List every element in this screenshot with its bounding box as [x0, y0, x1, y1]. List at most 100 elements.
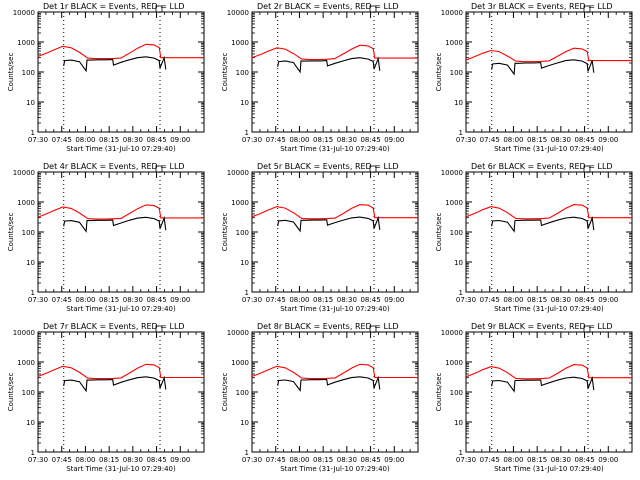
series-line-black [491, 215, 595, 233]
y-tick-label: 1 [245, 129, 249, 137]
series-line-black [63, 215, 167, 233]
x-axis-label: Start Time (31-Jul-10 07:29:40) [280, 145, 390, 153]
x-tick-label: 09:00 [384, 296, 404, 304]
series-line-black [491, 59, 595, 76]
series-line-black [277, 56, 381, 74]
x-tick-label: 07:45 [52, 136, 72, 144]
y-tick-label: 1 [245, 449, 249, 457]
y-tick-label: 100 [22, 69, 35, 77]
y-tick-label: 10000 [13, 169, 35, 177]
y-axis-label: Counts/sec [435, 53, 443, 92]
y-tick-label: 1 [245, 289, 249, 297]
x-tick-label: 08:45 [574, 456, 594, 464]
x-tick-label: 07:45 [266, 136, 286, 144]
plot-frame [251, 331, 419, 453]
x-axis-label: Start Time (31-Jul-10 07:29:40) [280, 465, 390, 473]
x-tick-label: 08:45 [574, 136, 594, 144]
series-line-red [37, 43, 204, 60]
y-tick-label: 10000 [227, 169, 249, 177]
y-tick-label: 10 [26, 99, 35, 107]
x-tick-label: 07:30 [456, 136, 476, 144]
y-tick-label: 1000 [445, 359, 463, 367]
plot-frame [37, 171, 205, 293]
y-tick-label: 1000 [445, 199, 463, 207]
series-line-red [251, 44, 418, 61]
x-tick-label: 08:30 [337, 296, 357, 304]
y-tick-label: 1 [459, 449, 463, 457]
y-axis-label: Counts/sec [435, 213, 443, 252]
x-tick-label: 08:00 [75, 456, 95, 464]
chart-title: Det 4r BLACK = Events, RED = LLD [43, 162, 185, 171]
x-tick-label: 07:45 [480, 136, 500, 144]
x-tick-label: 07:30 [28, 296, 48, 304]
x-tick-label: 08:45 [146, 456, 166, 464]
plot-frame [465, 171, 633, 293]
x-tick-label: 07:30 [242, 456, 262, 464]
y-tick-label: 10 [240, 99, 249, 107]
x-tick-label: 08:00 [289, 136, 309, 144]
chart-panel-1: 1 10 100 1000 10000 07:30 07:45 08:00 08:15 08:30… [7, 2, 205, 153]
x-tick-label: 09:00 [598, 296, 618, 304]
series-line-black [277, 215, 381, 233]
y-axis-label: Counts/sec [7, 213, 15, 252]
x-axis-label: Start Time (31-Jul-10 07:29:40) [494, 305, 604, 313]
y-tick-label: 10 [26, 259, 35, 267]
chart-title: Det 8r BLACK = Events, RED = LLD [257, 322, 399, 331]
x-tick-label: 08:00 [75, 136, 95, 144]
x-tick-label: 08:15 [527, 136, 547, 144]
y-tick-label: 1 [459, 129, 463, 137]
chart-title: Det 9r BLACK = Events, RED = LLD [471, 322, 613, 331]
x-tick-label: 09:00 [170, 296, 190, 304]
plot-frame [465, 11, 633, 133]
time-marker-box [369, 5, 377, 13]
y-axis-label: Counts/sec [7, 373, 15, 412]
chart-panel-9: 1 10 100 1000 10000 07:30 07:45 08:00 08:15 08:30… [435, 322, 633, 473]
x-tick-label: 08:30 [337, 456, 357, 464]
chart-panel-6: 1 10 100 1000 10000 07:30 07:45 08:00 08:15 08:30… [435, 162, 633, 313]
series-line-red [465, 204, 632, 220]
chart-title: Det 1r BLACK = Events, RED = LLD [43, 2, 185, 11]
y-tick-label: 1 [459, 289, 463, 297]
y-tick-label: 10000 [13, 329, 35, 337]
y-tick-label: 1 [31, 289, 35, 297]
y-tick-label: 10 [240, 419, 249, 427]
x-tick-label: 08:15 [313, 456, 333, 464]
y-axis-label: Counts/sec [7, 53, 15, 92]
time-marker-box [369, 165, 377, 173]
y-tick-label: 10000 [13, 9, 35, 17]
x-tick-label: 08:15 [313, 136, 333, 144]
y-tick-label: 1 [31, 129, 35, 137]
x-tick-label: 08:00 [503, 456, 523, 464]
x-tick-label: 08:45 [360, 456, 380, 464]
chart-title: Det 2r BLACK = Events, RED = LLD [257, 2, 399, 11]
x-tick-label: 07:45 [480, 296, 500, 304]
x-tick-label: 08:30 [551, 136, 571, 144]
y-tick-label: 100 [236, 389, 249, 397]
y-axis-label: Counts/sec [221, 373, 229, 412]
y-tick-label: 1 [31, 449, 35, 457]
y-tick-label: 1000 [17, 39, 35, 47]
x-tick-label: 07:45 [266, 456, 286, 464]
plot-frame [251, 11, 419, 133]
x-tick-label: 08:45 [146, 296, 166, 304]
series-line-black [63, 55, 167, 73]
y-tick-label: 1000 [231, 359, 249, 367]
chart-panel-7: 1 10 100 1000 10000 07:30 07:45 08:00 08:15 08:30… [7, 322, 205, 473]
y-tick-label: 10000 [227, 329, 249, 337]
chart-panel-2: 1 10 100 1000 10000 07:30 07:45 08:00 08:15 08:30… [221, 2, 419, 153]
y-tick-label: 1000 [17, 199, 35, 207]
y-tick-label: 100 [450, 389, 463, 397]
x-tick-label: 09:00 [598, 456, 618, 464]
series-line-red [37, 204, 204, 220]
x-tick-label: 08:00 [503, 296, 523, 304]
x-tick-label: 08:30 [123, 296, 143, 304]
x-tick-label: 07:45 [52, 296, 72, 304]
y-axis-label: Counts/sec [221, 213, 229, 252]
x-tick-label: 07:45 [480, 456, 500, 464]
x-tick-label: 08:45 [574, 296, 594, 304]
time-marker-box [369, 325, 377, 333]
x-tick-label: 09:00 [384, 136, 404, 144]
x-tick-label: 07:30 [28, 456, 48, 464]
time-marker-box [155, 165, 163, 173]
